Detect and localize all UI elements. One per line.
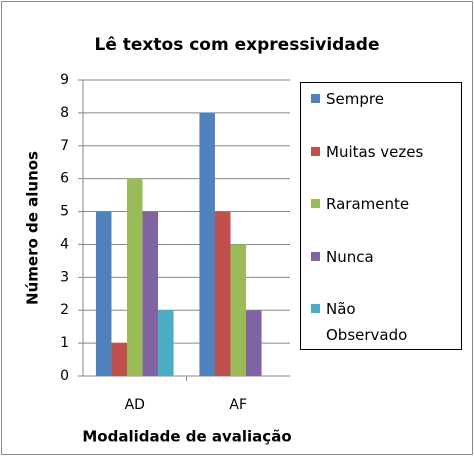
y-tick-label: 9 (60, 72, 69, 88)
y-tick-label: 0 (60, 368, 69, 384)
legend-swatch (311, 251, 320, 261)
y-tick-label: 5 (60, 204, 69, 220)
bar (111, 343, 127, 376)
y-tick-label: 3 (60, 269, 69, 285)
x-tick-label: AD (125, 397, 145, 413)
y-axis-label: Número de alunos (24, 151, 42, 305)
legend-label: Não Observado (326, 300, 408, 344)
chart-title: Lê textos com expressividade (94, 35, 379, 55)
legend-item: Raramente (311, 191, 466, 217)
bar (246, 310, 262, 376)
legend-label: Raramente (326, 195, 410, 213)
legend-item: Não Observado (311, 296, 426, 348)
legend-swatch (311, 146, 320, 156)
legend-item: Sempre (311, 86, 466, 112)
bar (199, 112, 215, 376)
bar (230, 244, 247, 376)
legend-swatch (311, 304, 320, 313)
y-tick-label: 7 (60, 138, 69, 154)
legend-swatch (311, 94, 320, 103)
y-tick-label: 4 (60, 236, 69, 252)
bar (126, 178, 143, 376)
bar (158, 310, 174, 376)
legend-item: Nunca (311, 244, 466, 270)
legend-swatch (311, 199, 320, 208)
legend-item: Muitas vezes (311, 139, 466, 165)
x-tick-label: AF (229, 397, 247, 413)
y-tick-label: 1 (60, 335, 69, 351)
bar (214, 211, 231, 376)
legend: Sempre Muitas vezes Raramente Nunca Não Obse… (300, 82, 462, 350)
x-axis-label: Modalidade de avaliação (82, 428, 291, 446)
bar (142, 211, 159, 376)
legend-label: Sempre (326, 90, 384, 108)
y-tick-label: 8 (60, 105, 69, 121)
bar (95, 211, 112, 376)
y-tick-label: 2 (60, 302, 69, 318)
legend-label: Nunca (326, 247, 374, 266)
y-tick-label: 6 (60, 171, 69, 187)
legend-label: Muitas vezes (326, 142, 424, 161)
